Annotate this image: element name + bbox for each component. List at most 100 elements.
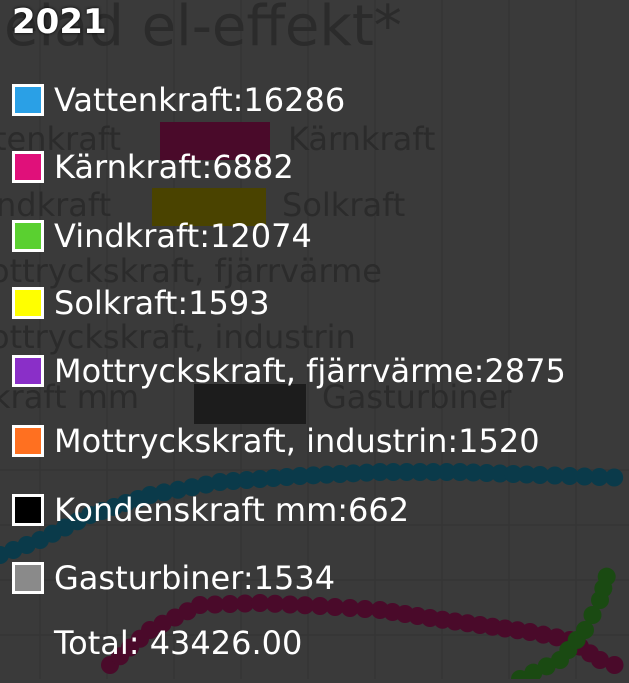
- tooltip-series-label: Kärnkraft:: [54, 148, 213, 186]
- series-marker-kärnkraft: [296, 596, 314, 615]
- series-marker-vattenkraft: [183, 478, 201, 497]
- series-marker-kärnkraft: [236, 594, 254, 613]
- series-marker-kärnkraft: [356, 600, 374, 618]
- series-marker-vattenkraft: [384, 463, 403, 481]
- tooltip-series-value: 662: [348, 491, 410, 529]
- tooltip-series-swatch: [12, 287, 44, 319]
- series-marker-kärnkraft: [521, 623, 539, 641]
- tooltip-series-label: Vindkraft:: [54, 217, 210, 255]
- tooltip-series-value: 1520: [458, 422, 540, 460]
- tooltip-total-label: Total: [54, 624, 129, 662]
- series-marker-kärnkraft: [311, 597, 329, 615]
- series-marker-vattenkraft: [371, 463, 389, 481]
- series-marker-vattenkraft: [291, 467, 309, 485]
- series-marker-vattenkraft: [437, 463, 456, 481]
- tooltip-row: Kondenskraft mm: 662: [12, 490, 409, 530]
- series-marker-vattenkraft: [237, 471, 256, 489]
- series-marker-kärnkraft: [191, 596, 209, 614]
- tooltip-series-label: Vattenkraft:: [54, 81, 244, 119]
- tooltip-row: Solkraft: 1593: [12, 283, 270, 323]
- tooltip-row: Mottryckskraft, industrin: 1520: [12, 421, 540, 461]
- background-legend-label: ottryckskraft, fjärrvärme: [0, 252, 382, 290]
- series-marker-vindkraft: [583, 606, 602, 624]
- series-marker-vattenkraft: [277, 468, 296, 486]
- series-marker-vattenkraft: [251, 470, 269, 488]
- tooltip-series-swatch: [12, 84, 44, 116]
- tooltip-series-value: 1593: [188, 284, 270, 322]
- series-marker-vattenkraft: [397, 463, 416, 481]
- tooltip-series-swatch: [12, 494, 44, 526]
- series-marker-vattenkraft: [491, 464, 509, 483]
- series-marker-kärnkraft: [266, 594, 284, 613]
- chart-title-fragment: elad el-effekt*: [4, 0, 402, 59]
- tooltip-series-value: 12074: [210, 217, 312, 255]
- tooltip-series-swatch: [12, 151, 44, 183]
- series-marker-kärnkraft: [281, 595, 299, 614]
- series-marker-vattenkraft: [331, 465, 349, 483]
- tooltip-series-value: 16286: [243, 81, 346, 119]
- tooltip-series-label: Kondenskraft mm:: [54, 491, 349, 529]
- series-marker-vattenkraft: [304, 466, 323, 485]
- tooltip-total-value: 43426.00: [149, 624, 303, 662]
- series-marker-vattenkraft: [197, 475, 215, 494]
- series-marker-vattenkraft: [317, 465, 336, 484]
- background-legend-swatch: [160, 122, 270, 160]
- series-marker-vattenkraft: [477, 464, 496, 482]
- tooltip-series-label: Mottryckskraft, industrin:: [54, 422, 459, 460]
- background-legend-label: Kärnkraft: [288, 120, 436, 158]
- series-marker-kärnkraft: [534, 625, 553, 644]
- series-marker-vattenkraft: [464, 463, 483, 482]
- series-marker-kärnkraft: [206, 595, 224, 614]
- series-marker-vattenkraft: [575, 467, 594, 486]
- tooltip-row: Vindkraft: 12074: [12, 216, 312, 256]
- series-marker-kärnkraft: [326, 598, 344, 616]
- series-marker-vindkraft: [524, 663, 543, 682]
- tooltip-series-swatch: [12, 355, 44, 387]
- tooltip-series-label: Solkraft:: [54, 284, 189, 322]
- series-marker-vattenkraft: [357, 463, 376, 482]
- series-marker-vattenkraft: [211, 473, 229, 491]
- series-marker-vindkraft: [576, 621, 594, 639]
- tooltip-series-value: 2875: [484, 352, 566, 390]
- series-marker-vattenkraft: [560, 467, 579, 485]
- tooltip-series-label: Gasturbiner:: [54, 559, 254, 597]
- series-marker-vattenkraft: [605, 468, 624, 487]
- series-marker-vattenkraft: [264, 469, 283, 487]
- series-marker-vattenkraft: [169, 480, 187, 499]
- series-marker-vattenkraft: [224, 472, 243, 490]
- series-marker-vattenkraft: [531, 466, 549, 484]
- tooltip-series-label: Mottryckskraft, fjärrvärme:: [54, 352, 485, 390]
- series-marker-vattenkraft: [344, 464, 363, 483]
- series-marker-kärnkraft: [341, 599, 359, 617]
- background-legend-label: Solkraft: [282, 186, 406, 224]
- series-marker-vindkraft: [537, 657, 556, 676]
- tooltip-title: 2021: [12, 2, 107, 42]
- tooltip-series-swatch: [12, 425, 44, 457]
- series-marker-vattenkraft: [155, 483, 173, 502]
- series-marker-kärnkraft: [547, 628, 566, 647]
- background-legend-label: ottryckskraft, industrin: [0, 318, 356, 356]
- series-marker-vattenkraft: [141, 486, 159, 504]
- background-legend-label: ndkraft: [0, 186, 112, 224]
- series-marker-vattenkraft: [411, 463, 429, 481]
- series-marker-kärnkraft: [591, 651, 609, 669]
- tooltip-total: Total: 43426.00: [54, 624, 303, 662]
- tooltip-series-swatch: [12, 220, 44, 252]
- tooltip-row: Mottryckskraft, fjärrvärme: 2875: [12, 351, 566, 391]
- series-marker-kärnkraft: [605, 656, 624, 674]
- series-marker-vattenkraft: [451, 463, 469, 481]
- series-marker-vattenkraft: [545, 466, 564, 485]
- series-marker-vindkraft: [597, 567, 616, 586]
- series-marker-vattenkraft: [504, 465, 523, 483]
- background-legend-swatch: [194, 384, 306, 424]
- series-marker-vattenkraft: [424, 463, 443, 481]
- series-marker-kärnkraft: [251, 594, 269, 612]
- tooltip-series-swatch: [12, 562, 44, 594]
- tooltip-series-value: 6882: [212, 148, 294, 186]
- series-marker-vattenkraft: [590, 468, 609, 486]
- background-legend-swatch: [152, 188, 266, 226]
- series-marker-kärnkraft: [221, 595, 239, 613]
